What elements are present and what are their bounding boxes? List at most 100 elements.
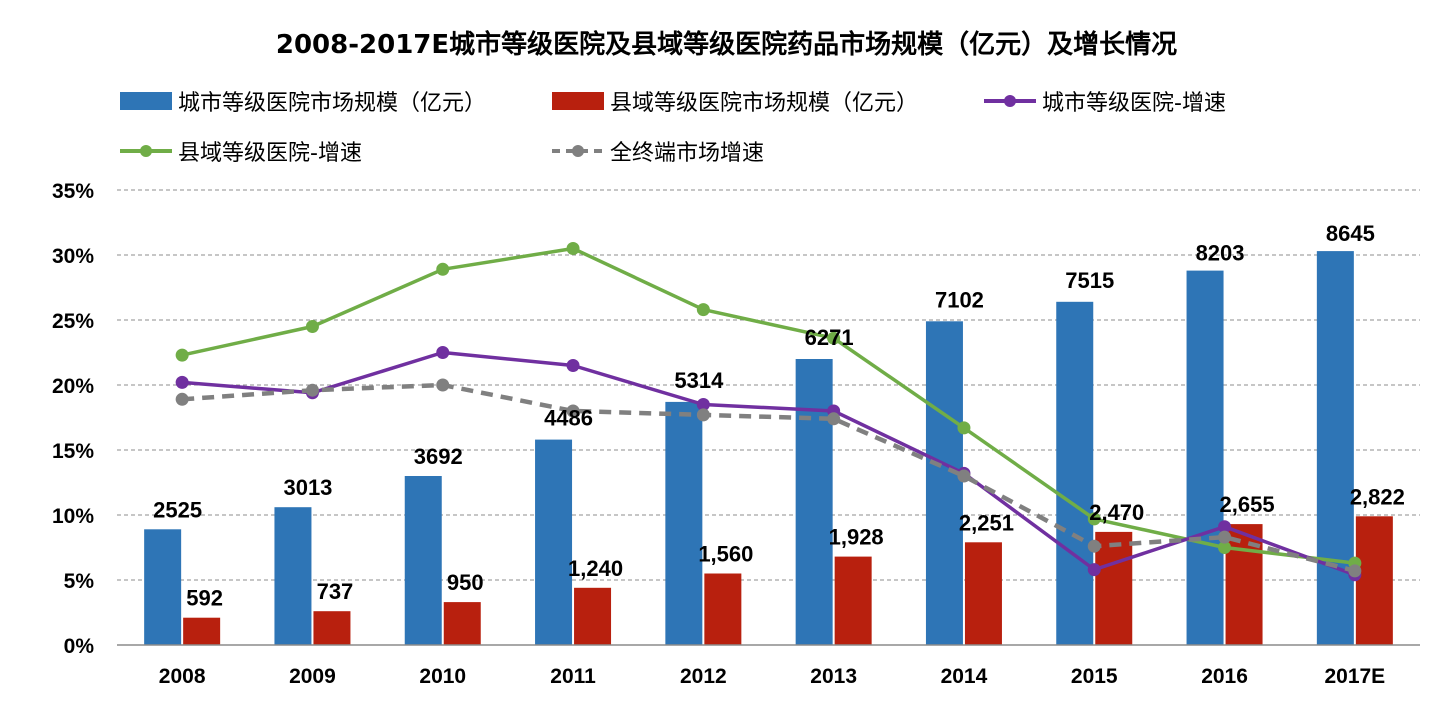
data-label-county-scale: 1,240	[568, 556, 623, 581]
marker-county-growth	[436, 262, 450, 276]
line-city-growth	[182, 350, 1356, 577]
x-tick-label: 2012	[680, 665, 727, 688]
x-tick-label: 2014	[941, 665, 988, 688]
legend-label-county-growth: 县域等级医院-增速	[178, 141, 362, 166]
legend-item-county-growth: 县域等级医院-增速	[120, 136, 362, 166]
data-label-county-scale: 1,928	[829, 525, 884, 550]
y-tick-label: 20%	[52, 375, 94, 398]
data-label-county-scale: 2,251	[959, 510, 1014, 535]
bar-county-scale	[1355, 516, 1393, 645]
bar-city-scale	[274, 507, 312, 645]
bar-city-scale	[404, 476, 442, 645]
legend-swatch-county-scale	[552, 92, 604, 110]
bar-county-scale	[443, 602, 481, 645]
marker-county-growth	[957, 421, 971, 435]
bar-city-scale	[1316, 251, 1354, 645]
bar-county-scale	[183, 617, 221, 645]
marker-county-growth	[696, 303, 710, 317]
legend-item-total-growth: 全终端市场增速	[552, 136, 764, 166]
bar-city-scale	[1186, 270, 1224, 645]
y-tick-label: 30%	[52, 245, 94, 268]
data-label-county-scale: 2,470	[1089, 500, 1144, 525]
x-tick-label: 2011	[550, 665, 596, 688]
marker-total-growth	[696, 408, 710, 422]
marker-county-growth	[175, 348, 189, 362]
x-tick-label: 2010	[419, 665, 466, 688]
bar-city-scale	[925, 321, 963, 645]
bar-city-scale	[144, 529, 182, 645]
x-tick-label: 2008	[159, 665, 206, 688]
bar-city-scale	[665, 401, 703, 645]
marker-total-growth	[566, 404, 580, 418]
marker-county-growth	[1087, 512, 1101, 526]
marker-total-growth	[175, 392, 189, 406]
legend-label-city-growth: 城市等级医院-增速	[1042, 91, 1226, 116]
chart-title: 2008-2017E城市等级医院及县域等级医院药品市场规模（亿元）及增长情况	[275, 30, 1178, 60]
marker-city-growth	[175, 375, 189, 389]
bar-county-scale	[313, 611, 351, 645]
data-label-county-scale: 950	[447, 570, 484, 595]
bar-county-scale	[704, 573, 742, 645]
legend-label-total-growth: 全终端市场增速	[610, 141, 765, 166]
x-tick-label: 2009	[289, 665, 336, 688]
marker-city-growth	[696, 398, 710, 411]
bar-county-scale	[834, 556, 872, 645]
marker-county-growth	[827, 331, 841, 345]
marker-county-growth	[1218, 541, 1232, 554]
line-total-growth	[182, 382, 1356, 574]
data-label-county-scale: 2,655	[1220, 492, 1275, 517]
data-label-city-scale: 6271	[805, 325, 854, 350]
bar-city-scale	[1056, 301, 1094, 645]
marker-total-growth	[1087, 539, 1101, 553]
marker-total-growth	[827, 412, 841, 426]
y-tick-label: 25%	[52, 310, 94, 333]
marker-total-growth	[436, 378, 450, 392]
data-label-city-scale: 8203	[1196, 241, 1245, 266]
legend-item-county-scale: 县域等级医院市场规模（亿元）	[552, 86, 918, 116]
legend-swatch-total-growth	[552, 141, 604, 161]
bar-layer	[144, 251, 1393, 645]
x-tick-label: 2013	[810, 665, 857, 688]
legend-item-city-scale: 城市等级医院市场规模（亿元）	[120, 86, 486, 116]
data-label-city-scale: 5314	[674, 368, 724, 393]
x-tick-label: 2015	[1071, 665, 1118, 688]
marker-city-growth	[436, 346, 450, 359]
legend-label-county-scale: 县域等级医院市场规模（亿元）	[610, 91, 919, 116]
data-label-county-scale: 737	[317, 579, 354, 604]
legend-swatch-city-scale	[120, 92, 172, 110]
data-label-city-scale: 3013	[283, 475, 332, 500]
y-tick-label: 15%	[52, 440, 94, 463]
y-tick-label: 0%	[64, 635, 95, 658]
data-label-city-scale: 4486	[544, 406, 593, 431]
bar-county-scale	[964, 542, 1002, 645]
data-label-county-scale: 1,560	[698, 542, 753, 567]
data-label-city-scale: 7515	[1065, 268, 1114, 293]
axis-layer: 0% 5% 10% 15% 20% 25% 30% 35% 2008 2009 2010 2011 20…	[52, 180, 1420, 688]
x-tick-label: 2016	[1201, 665, 1248, 688]
marker-total-growth	[305, 383, 319, 397]
legend-swatch-city-growth	[984, 91, 1036, 111]
legend-label-city-scale: 城市等级医院市场规模（亿元）	[178, 91, 487, 116]
marker-city-growth	[1218, 520, 1232, 534]
marker-city-growth	[566, 359, 580, 372]
line-county-growth	[181, 246, 1356, 565]
x-tick-label: 2017E	[1324, 665, 1385, 688]
bar-city-scale	[795, 359, 833, 645]
data-label-city-scale: 7102	[935, 287, 984, 312]
data-label-city-scale: 3692	[414, 444, 463, 469]
legend-item-city-growth: 城市等级医院-增速	[984, 86, 1226, 116]
legend-swatch-county-growth	[120, 141, 172, 161]
bar-county-scale	[1095, 531, 1133, 645]
marker-total-growth	[1348, 564, 1362, 578]
data-label-county-scale: 592	[186, 586, 223, 611]
marker-county-growth	[305, 320, 319, 333]
line-layer	[175, 242, 1362, 582]
marker-city-growth	[1087, 563, 1101, 577]
marker-county-growth	[566, 242, 580, 255]
bar-county-scale	[574, 587, 612, 645]
marker-total-growth	[1218, 530, 1232, 544]
y-tick-label: 10%	[52, 505, 94, 528]
marker-total-growth	[957, 469, 971, 483]
y-tick-label: 5%	[64, 570, 95, 593]
